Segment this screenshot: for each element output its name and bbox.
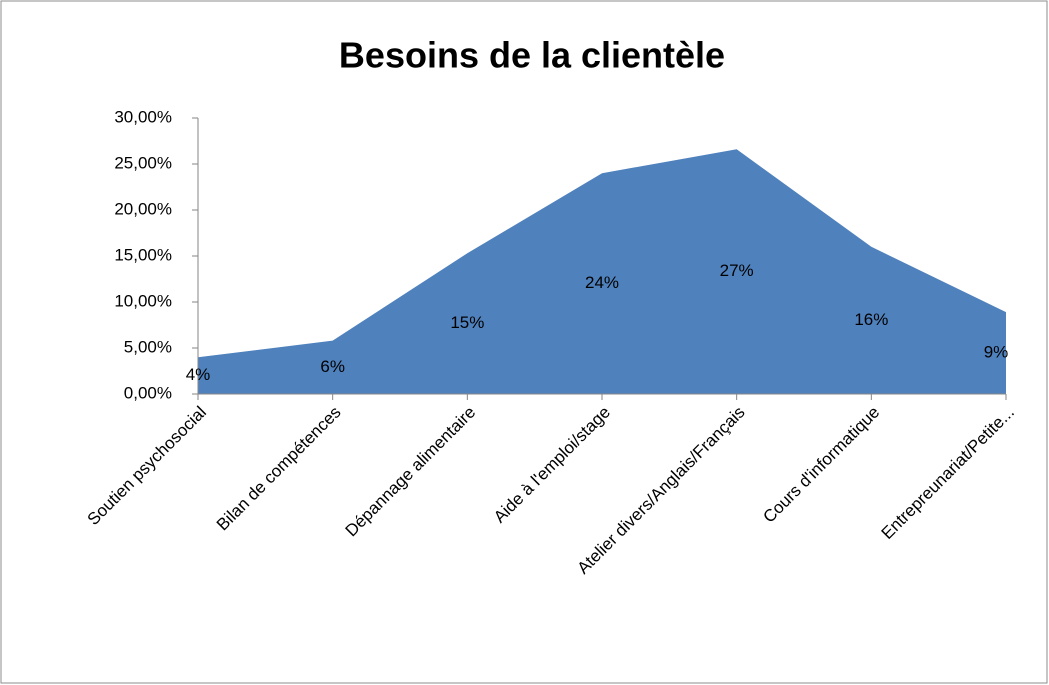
y-tick-label: 30,00% bbox=[114, 107, 172, 126]
y-tick-label: 5,00% bbox=[124, 337, 172, 356]
chart-title: Besoins de la clientèle bbox=[339, 35, 725, 76]
y-tick-label: 15,00% bbox=[114, 245, 172, 264]
data-label: 16% bbox=[854, 310, 888, 329]
data-label: 27% bbox=[720, 261, 754, 280]
y-tick-label: 10,00% bbox=[114, 291, 172, 310]
data-label: 9% bbox=[984, 343, 1009, 362]
data-label: 24% bbox=[585, 273, 619, 292]
y-tick-label: 20,00% bbox=[114, 199, 172, 218]
area bbox=[198, 149, 1006, 394]
y-tick-label: 25,00% bbox=[114, 153, 172, 172]
data-label: 6% bbox=[320, 357, 345, 376]
data-label: 4% bbox=[186, 365, 211, 384]
data-label: 15% bbox=[450, 313, 484, 332]
y-tick-label: 0,00% bbox=[124, 383, 172, 402]
